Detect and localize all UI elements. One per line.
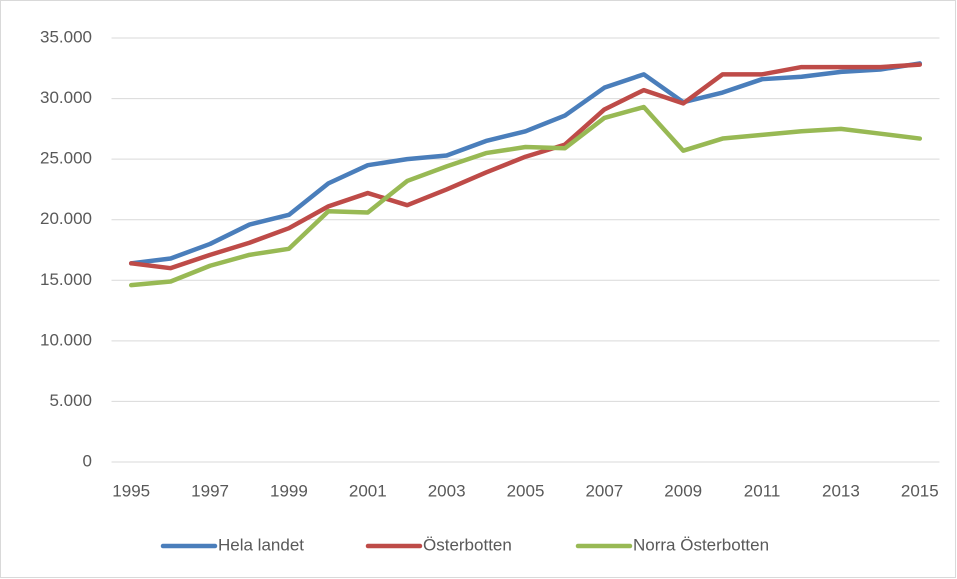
y-tick-label: 10.000	[40, 330, 92, 349]
x-tick-label: 1999	[270, 481, 308, 500]
y-tick-label: 30.000	[40, 88, 92, 107]
y-tick-label: 15.000	[40, 270, 92, 289]
series-line	[128, 61, 923, 266]
legend-label: Österbotten	[423, 535, 512, 554]
x-tick-label: 2009	[664, 481, 702, 500]
x-tick-label: 2003	[428, 481, 466, 500]
y-tick-label: 25.000	[40, 149, 92, 168]
y-tick-label: 0	[83, 451, 92, 470]
x-tick-label: 1997	[191, 481, 229, 500]
y-tick-label: 5.000	[49, 391, 92, 410]
legend-label: Norra Österbotten	[633, 535, 769, 554]
series-line	[128, 104, 923, 288]
x-tick-label: 2005	[507, 481, 545, 500]
x-tick-label: 2001	[349, 481, 387, 500]
x-tick-label: 2011	[744, 481, 781, 500]
y-tick-label: 35.000	[40, 27, 92, 46]
x-tick-label: 2015	[901, 481, 939, 500]
y-tick-label: 20.000	[40, 209, 92, 228]
series-line	[128, 62, 923, 271]
legend-label: Hela landet	[218, 535, 304, 554]
x-tick-label: 2007	[585, 481, 623, 500]
x-tick-label: 1995	[112, 481, 150, 500]
x-tick-label: 2013	[822, 481, 860, 500]
